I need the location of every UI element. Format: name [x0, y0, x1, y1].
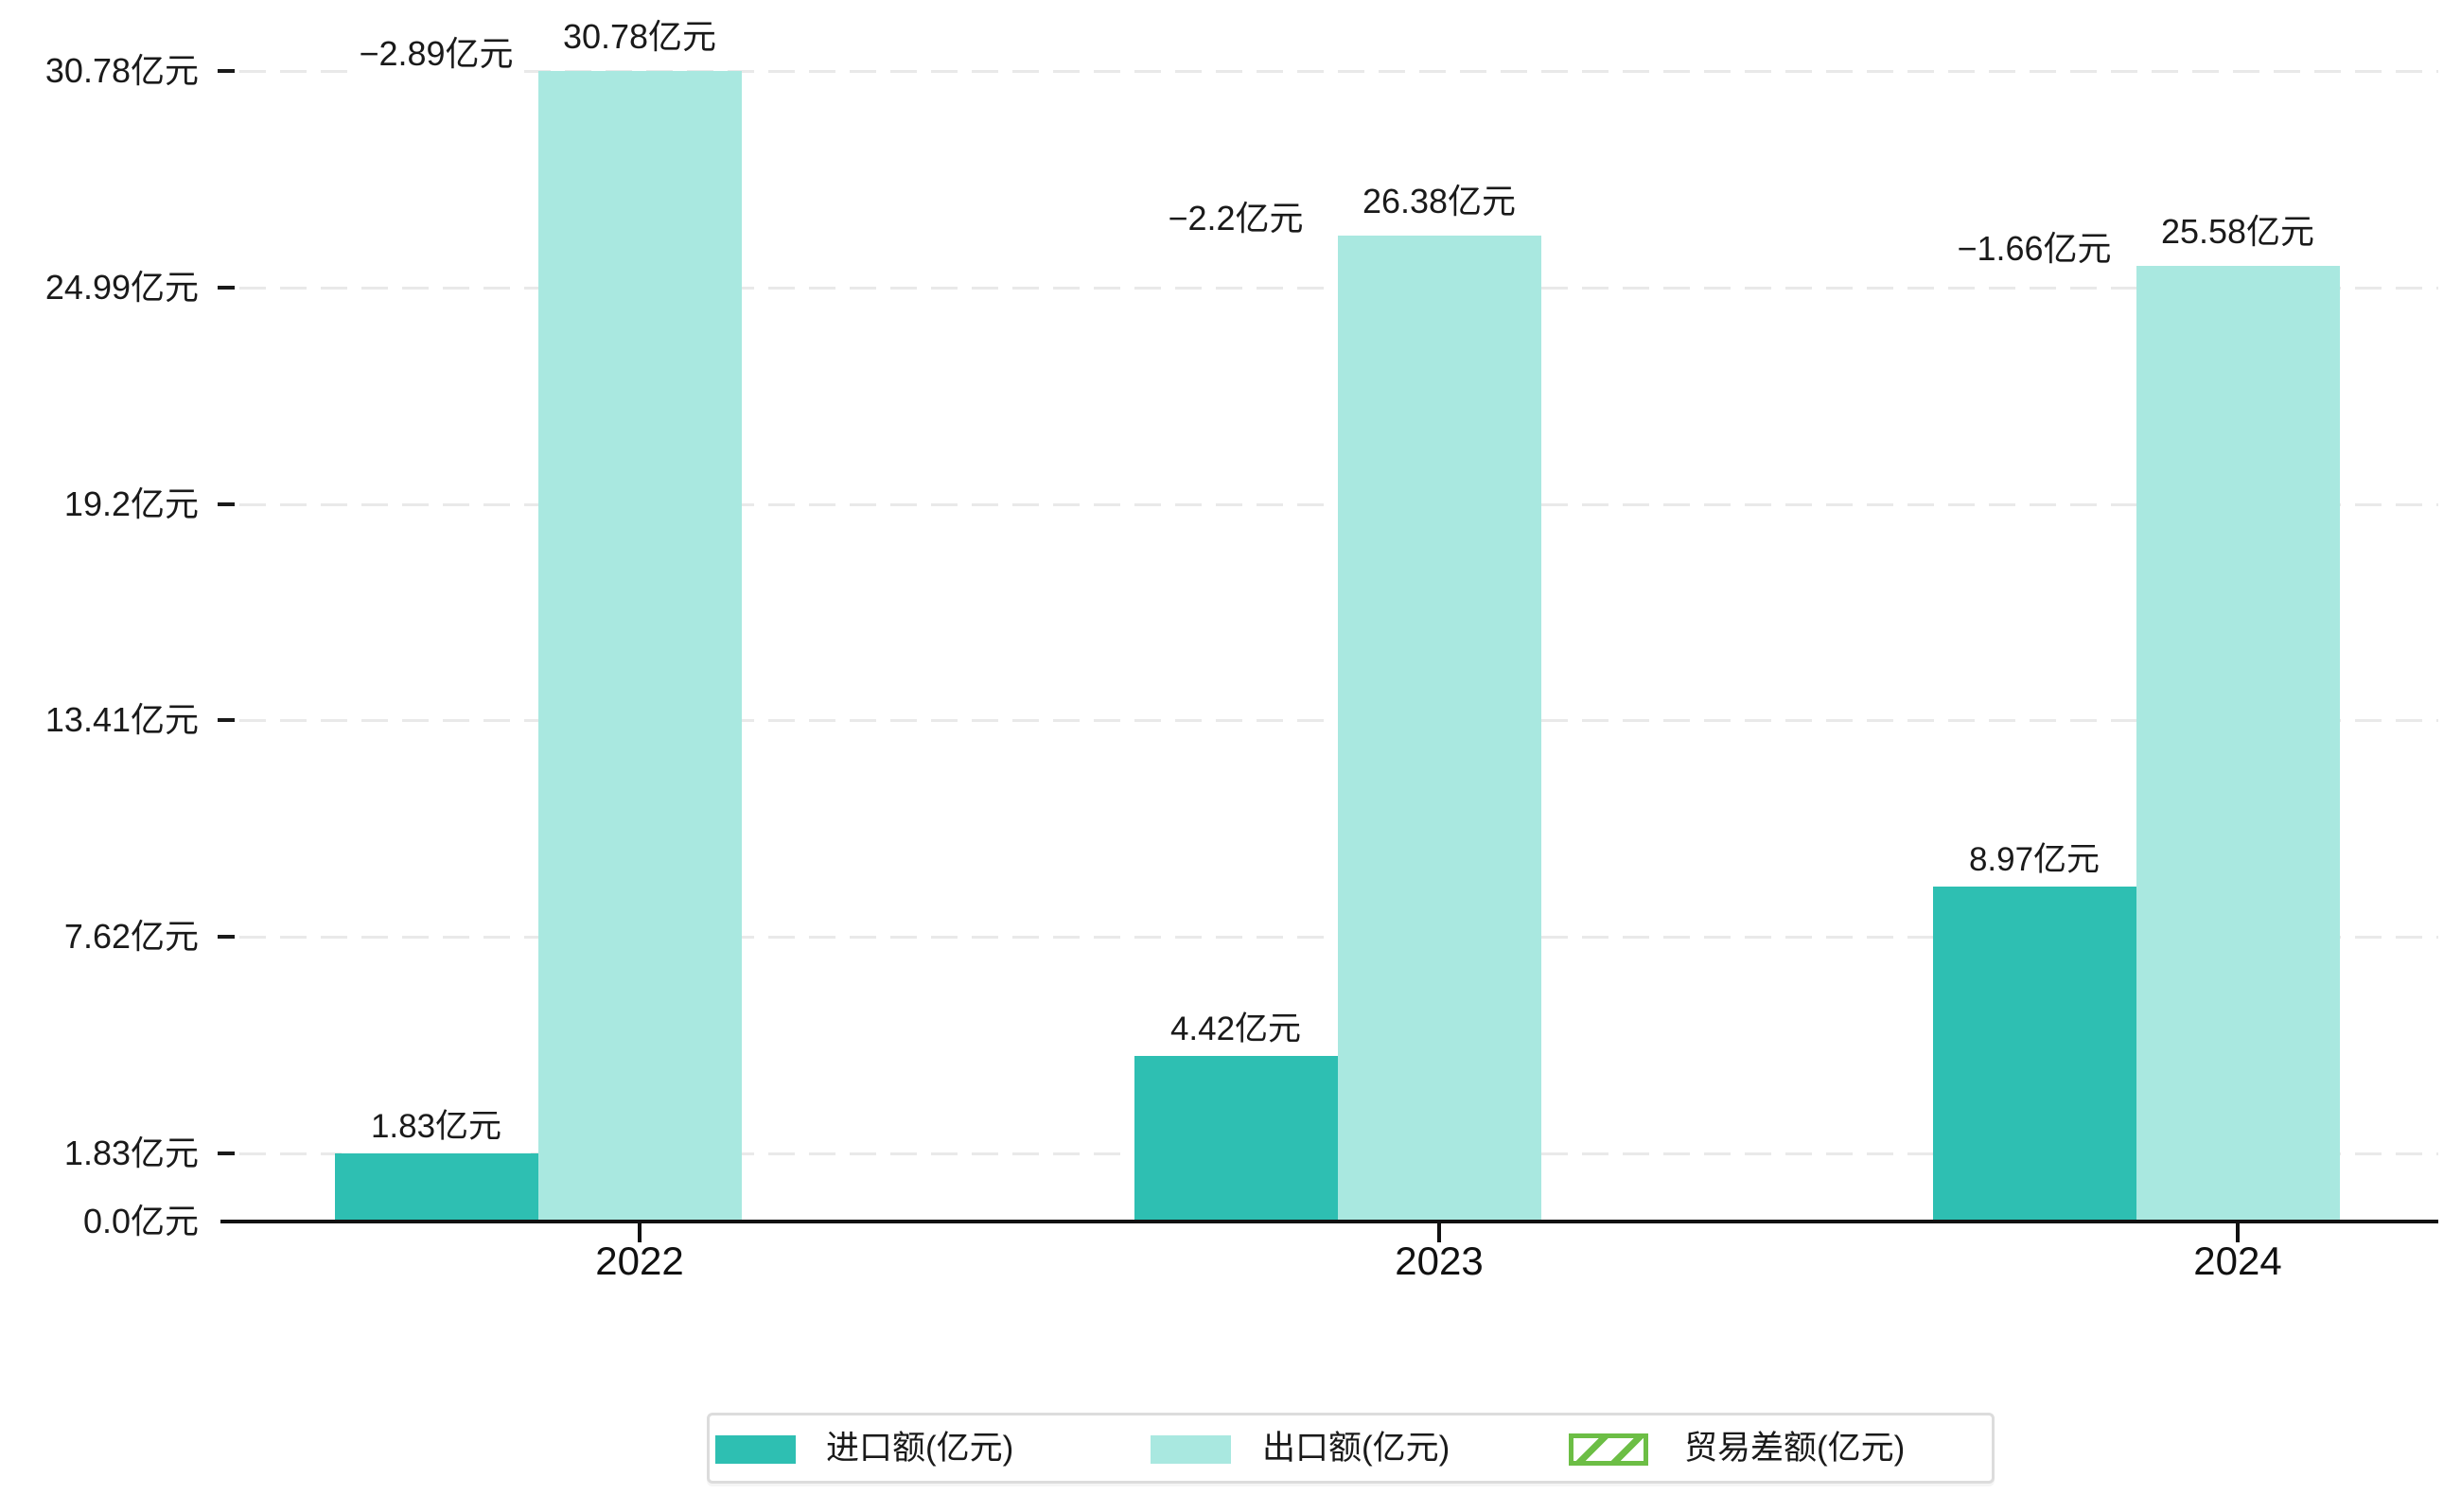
- legend-swatch-import: [715, 1435, 796, 1464]
- bar-import-2024: [1932, 886, 2136, 1222]
- label-export-2024: 25.58亿元: [2154, 210, 2321, 253]
- y-tick-label: 19.2亿元: [63, 483, 199, 523]
- x-axis-line: [220, 1220, 2438, 1223]
- bar-trade-balance-2024: [1933, 283, 2136, 887]
- label-import-2024: 8.97亿元: [1940, 833, 2129, 887]
- legend: 进口额(亿元) 出口额(亿元) 贸易差额(亿元): [707, 1413, 1995, 1484]
- y-tick-mark: [218, 285, 235, 290]
- bar-export-2022: [537, 71, 742, 1222]
- label-export-2023: 26.38亿元: [1356, 180, 1522, 222]
- y-tick-mark: [218, 1151, 235, 1155]
- y-tick-label: 0.0亿元: [82, 1202, 199, 1240]
- legend-swatch-trade-balance: [1569, 1433, 1648, 1466]
- y-tick-label: 7.62亿元: [63, 917, 199, 956]
- y-tick-label: 24.99亿元: [44, 267, 199, 307]
- bar-trade-balance-2022: [335, 88, 538, 1153]
- y-tick-label: 1.83亿元: [63, 1133, 199, 1172]
- bar-import-2022: [334, 1152, 538, 1222]
- y-tick-label: 13.41亿元: [44, 700, 199, 740]
- label-import-2022: 1.83亿元: [342, 1099, 531, 1153]
- y-tick-label: 30.78亿元: [44, 51, 199, 91]
- x-tick-mark-2022: [638, 1223, 642, 1242]
- x-tick-mark-2023: [1437, 1223, 1441, 1242]
- bar-export-2023: [1337, 235, 1541, 1222]
- legend-label-trade-balance: 贸易差额(亿元): [1684, 1430, 1906, 1467]
- bar-export-2024: [2136, 265, 2340, 1222]
- legend-swatch-export: [1151, 1435, 1231, 1464]
- x-tick-mark-2024: [2236, 1223, 2240, 1242]
- label-export-2022: 30.78亿元: [556, 16, 723, 59]
- label-trade-balance-2024: −1.66亿元: [1951, 227, 2118, 270]
- y-tick-mark: [218, 718, 235, 723]
- legend-label-export: 出口额(亿元): [1262, 1430, 1450, 1467]
- label-trade-balance-2023: −2.2亿元: [1162, 197, 1310, 239]
- bar-import-2023: [1134, 1056, 1338, 1222]
- x-tick-label-2024: 2024: [2193, 1239, 2282, 1283]
- legend-label-import: 进口额(亿元): [826, 1430, 1014, 1467]
- y-tick-mark: [218, 69, 235, 74]
- y-tick-mark: [218, 501, 235, 506]
- x-tick-label-2023: 2023: [1395, 1239, 1484, 1283]
- label-trade-balance-2022: −2.89亿元: [353, 33, 519, 76]
- label-import-2023: 4.42亿元: [1141, 1003, 1330, 1057]
- x-tick-label-2022: 2022: [595, 1239, 684, 1283]
- h-gridline: [239, 70, 2438, 74]
- y-tick-mark: [218, 935, 235, 939]
- bar-trade-balance-2023: [1134, 253, 1338, 1056]
